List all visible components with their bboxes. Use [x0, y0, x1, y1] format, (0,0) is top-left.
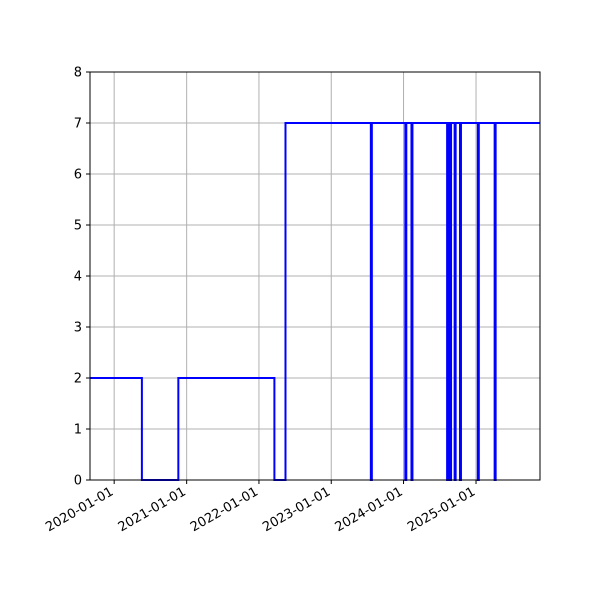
x-tick-label: 2022-01-01 — [188, 484, 261, 535]
series-layer — [90, 122, 540, 481]
grid — [90, 71, 540, 481]
series-step-line — [90, 122, 540, 481]
y-tick-label: 4 — [74, 270, 82, 285]
y-tick-label: 6 — [74, 168, 82, 183]
y-tick-label: 0 — [74, 474, 82, 489]
y-tick-label: 1 — [74, 423, 82, 438]
x-tick-label: 2024-01-01 — [333, 484, 406, 535]
y-tick-label: 8 — [74, 66, 82, 81]
x-tick-label: 2023-01-01 — [260, 484, 333, 535]
y-tick-label: 3 — [74, 321, 82, 336]
y-tick-label: 7 — [74, 117, 82, 132]
y-tick-label: 5 — [74, 219, 82, 234]
x-tick-label: 2021-01-01 — [116, 484, 189, 535]
x-tick-label: 2025-01-01 — [405, 484, 478, 535]
y-tick-label: 2 — [74, 372, 82, 387]
x-tick-label: 2020-01-01 — [43, 484, 116, 535]
